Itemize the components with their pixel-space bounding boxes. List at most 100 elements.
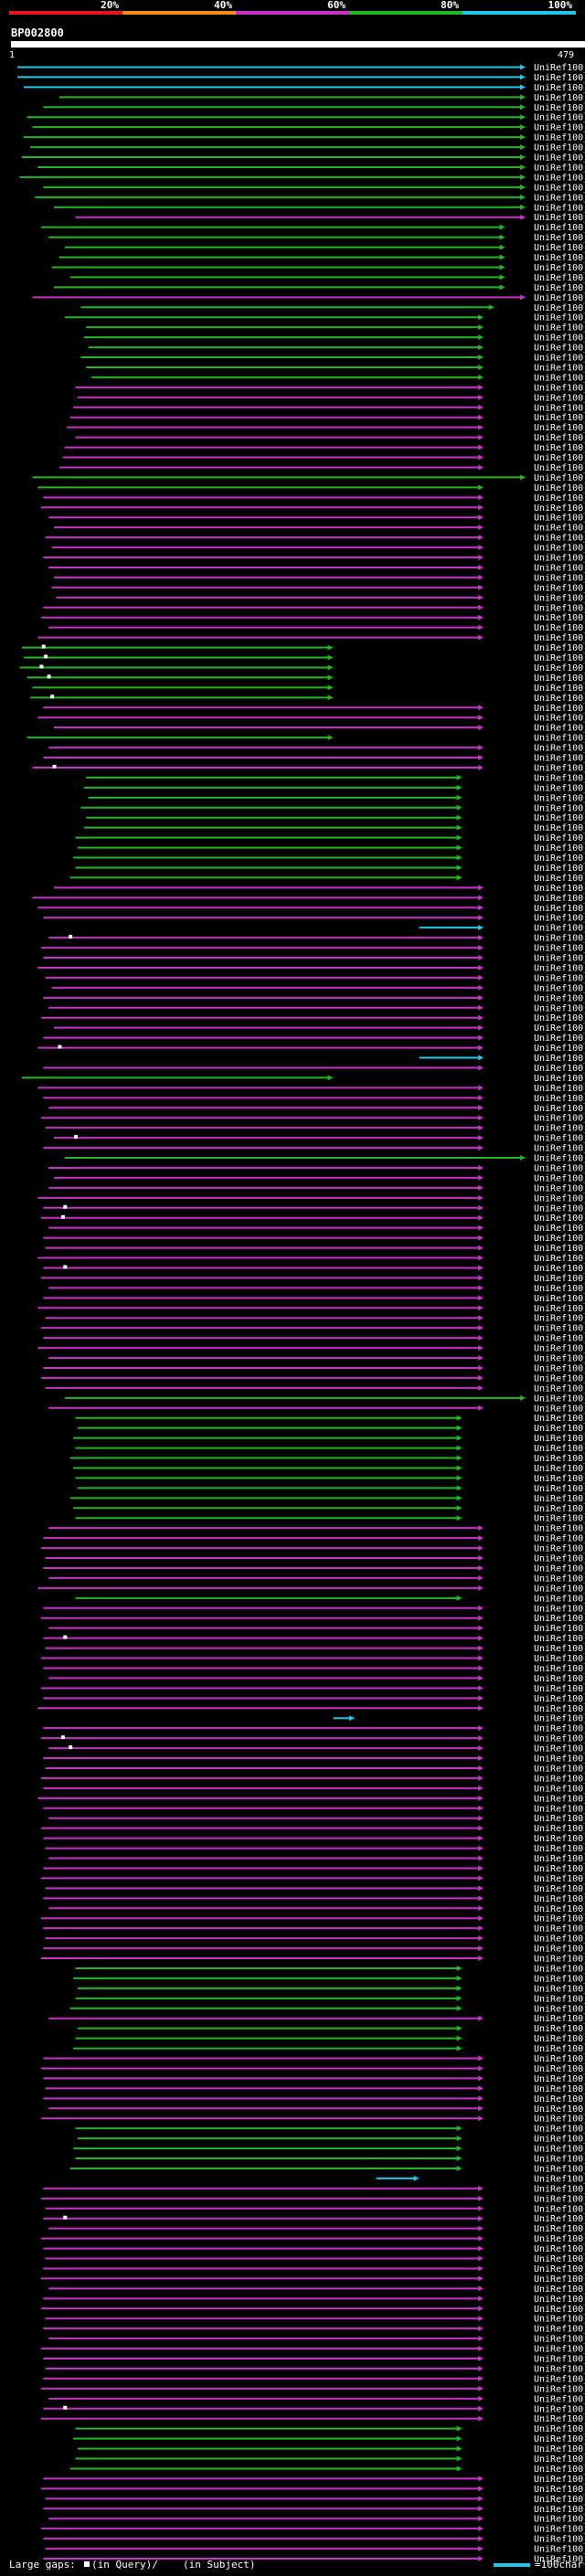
hit-label[interactable]: UniRef100_A9TJ05 <box>534 2284 585 2295</box>
hit-label[interactable]: UniRef100_B4YYB1 <box>534 833 585 843</box>
hit-label[interactable]: UniRef100_B4YG77 <box>534 2414 585 2424</box>
hit-label[interactable]: UniRef100_Q6ZT99 <box>534 1044 585 1054</box>
hit-label[interactable]: UniRef100_Q69BN4 <box>534 1754 585 1765</box>
hit-label[interactable]: UniRef100_A2YX89 <box>534 2454 585 2465</box>
hit-label[interactable]: UniRef100_Q41748 <box>534 1684 585 1694</box>
hit-label[interactable]: UniRef100_Q3BYU2 <box>534 2404 585 2414</box>
hit-label[interactable]: UniRef100_A2ZYI2 <box>534 1834 585 1844</box>
hit-label[interactable]: UniRef100_Q9ZSU1 <box>534 573 585 583</box>
hit-label[interactable]: UniRef100_Q9C4X1 <box>534 233 585 243</box>
hit-label[interactable]: UniRef100_Q9RU80 <box>534 1023 585 1034</box>
hit-label[interactable]: UniRef100_A8HPE0 <box>534 2244 585 2254</box>
hit-label[interactable]: UniRef100_B4FZL4 <box>534 2424 585 2434</box>
hit-label[interactable]: UniRef100_Q0Z070 <box>534 884 585 894</box>
hit-label[interactable]: UniRef100_A2Y239 <box>534 1054 585 1064</box>
hit-label[interactable]: UniRef100_Q07489 <box>534 323 585 334</box>
hit-label[interactable]: UniRef100_A9QRL1 <box>534 1373 585 1383</box>
hit-label[interactable]: UniRef100_B6Q218 <box>534 1304 585 1314</box>
hit-label[interactable]: UniRef100_Q6OL3S <box>534 1104 585 1114</box>
hit-label[interactable]: UniRef100_UP1000 <box>534 924 585 934</box>
hit-label[interactable]: UniRef100_A4PYU4 <box>534 623 585 633</box>
hit-label[interactable]: UniRef100_A9PMB6 <box>534 2295 585 2305</box>
hit-label[interactable]: UniRef100_B9HUE0 <box>534 2434 585 2444</box>
hit-label[interactable]: UniRef100_B6T037 <box>534 1404 585 1414</box>
hit-label[interactable]: UniRef100_Q0LMB1 <box>534 823 585 833</box>
hit-label[interactable]: UniRef100_C4TLU9 <box>534 734 585 744</box>
hit-label[interactable]: UniRef100_B4FV80 <box>534 1504 585 1514</box>
hit-label[interactable]: UniRef100_Q6ZFY1 <box>534 393 585 403</box>
hit-label[interactable]: UniRef100_P27521 <box>534 563 585 573</box>
hit-label[interactable]: UniRef100_A9TJX6 <box>534 2264 585 2274</box>
hit-label[interactable]: UniRef100_A3B284 <box>534 1244 585 1254</box>
hit-label[interactable]: UniRef100_Q75VV6 <box>534 283 585 293</box>
hit-label[interactable]: UniRef100_A4R0Z5 <box>534 123 585 133</box>
hit-label[interactable]: UniRef100_P27524 <box>534 1904 585 1914</box>
hit-label[interactable]: UniRef100_Q8Y1J5 <box>534 554 585 564</box>
hit-label[interactable]: UniRef100_B6SSN3 <box>534 2335 585 2345</box>
hit-label[interactable]: UniRef100_A4QPJ9 <box>534 1294 585 1304</box>
hit-label[interactable]: UniRef100_UP1000b <box>534 1193 585 1203</box>
hit-label[interactable]: UniRef100_A4QPJ8 <box>534 724 585 734</box>
hit-label[interactable]: UniRef100_A7PD75 <box>534 914 585 924</box>
hit-label[interactable]: UniRef100_Q8LV89 <box>534 874 585 884</box>
hit-label[interactable]: UniRef100_Q44881 <box>534 744 585 754</box>
hit-label[interactable]: UniRef100_B3VV74 <box>534 1864 585 1874</box>
hit-label[interactable]: UniRef100_B6TKL9 <box>534 2034 585 2044</box>
hit-label[interactable]: UniRef100_Q4P512 <box>534 2204 585 2214</box>
hit-label[interactable]: UniRef100_Q75VX0 <box>534 934 585 944</box>
hit-label[interactable]: UniRef100_Q9SYU8 <box>534 1614 585 1624</box>
hit-label[interactable]: UniRef100_A7P5D8 <box>534 2254 585 2264</box>
hit-label[interactable]: UniRef100_C1MUR8 <box>534 154 585 164</box>
hit-label[interactable]: UniRef100_B3VV83 <box>534 1854 585 1864</box>
hit-label[interactable]: UniRef100_A2YY13 <box>534 1464 585 1474</box>
hit-label[interactable]: UniRef100_Q75VY4 <box>534 663 585 673</box>
hit-label[interactable]: UniRef100_Q3E725 <box>534 2155 585 2165</box>
hit-label[interactable]: UniRef100_B3VV73 <box>534 1874 585 1884</box>
hit-label[interactable]: UniRef100_A8NRY0 <box>534 2094 585 2104</box>
hit-label[interactable]: UniRef100_B6QZ11 <box>534 1564 585 1574</box>
hit-label[interactable]: UniRef100_C1MR22 <box>534 473 585 483</box>
hit-label[interactable]: UniRef100_A2SY46 <box>534 1654 585 1664</box>
hit-label[interactable]: UniRef100_C5W447 <box>534 2364 585 2374</box>
hit-label[interactable]: UniRef100_B6QYZ9 <box>534 1484 585 1494</box>
hit-label[interactable]: UniRef100_A4P9J7 <box>534 93 585 103</box>
hit-label[interactable]: UniRef100_A4RGU8 <box>534 1324 585 1334</box>
hit-label[interactable]: UniRef100_A9NN10 <box>534 1624 585 1634</box>
hit-label[interactable]: UniRef100_Q8AY02 <box>534 653 585 663</box>
hit-label[interactable]: UniRef100_C0PSX8 <box>534 334 585 344</box>
hit-label[interactable]: UniRef100_A4Q9K9 <box>534 193 585 203</box>
hit-label[interactable]: UniRef100_Q9SB06 <box>534 1704 585 1714</box>
hit-label[interactable]: UniRef100_A9TJ06 <box>534 1945 585 1955</box>
hit-label[interactable]: UniRef100_C6LR62 <box>534 1744 585 1754</box>
hit-label[interactable]: UniRef100_A4S8Z8 <box>534 944 585 954</box>
hit-label[interactable]: UniRef100_A4PYZ2 <box>534 213 585 223</box>
hit-label[interactable]: UniRef100_A2ZY42 <box>534 2125 585 2135</box>
hit-label[interactable]: UniRef100_UP1000c <box>534 2214 585 2224</box>
hit-label[interactable]: UniRef100_A9NS16 <box>534 2345 585 2355</box>
hit-label[interactable]: UniRef100_Q5TJY9 <box>534 544 585 554</box>
hit-label[interactable]: UniRef100_B9SEZ7 <box>534 2515 585 2525</box>
hit-label[interactable]: UniRef100_B6Q231 <box>534 1524 585 1534</box>
hit-label[interactable]: UniRef100_B6TN28 <box>534 433 585 443</box>
hit-label[interactable]: UniRef100_Q41249 <box>534 2074 585 2084</box>
hit-label[interactable]: UniRef100_A8ITV3 <box>534 73 585 83</box>
hit-label[interactable]: UniRef100_Q75VZ0 <box>534 1494 585 1504</box>
hit-label[interactable]: UniRef100_Q9SFY8 <box>534 2465 585 2475</box>
hit-label[interactable]: UniRef100_B4FVQ9 <box>534 1034 585 1044</box>
hit-label[interactable]: UniRef100_B9RME5 <box>534 1134 585 1144</box>
hit-label[interactable]: UniRef100_C6TLW5 <box>534 2104 585 2115</box>
hit-label[interactable]: UniRef100_B8PYF9 <box>534 1764 585 1774</box>
hit-label[interactable]: UniRef100_C5XY78 <box>534 843 585 853</box>
hit-label[interactable]: UniRef100_Q9C639 <box>534 243 585 253</box>
hit-label[interactable]: UniRef100_P13869 <box>534 763 585 773</box>
hit-label[interactable]: UniRef100_Q84WT1 <box>534 813 585 823</box>
hit-label[interactable]: UniRef100_B9SFW4 <box>534 263 585 273</box>
hit-label[interactable]: UniRef100_B9RDF0 <box>534 1344 585 1354</box>
hit-label[interactable]: UniRef100_A4Q9N7 <box>534 183 585 193</box>
hit-label[interactable]: UniRef100_Q4Q252 <box>534 904 585 914</box>
hit-label[interactable]: UniRef100_Q9FE84 <box>534 1914 585 1924</box>
hit-label[interactable]: UniRef100_B5VSW9 <box>534 2305 585 2315</box>
hit-label[interactable]: UniRef100_B8LS59 <box>534 603 585 613</box>
hit-label[interactable]: UniRef100_B9R7C8 <box>534 403 585 413</box>
hit-label[interactable]: UniRef100_Q7M1K0 <box>534 534 585 544</box>
